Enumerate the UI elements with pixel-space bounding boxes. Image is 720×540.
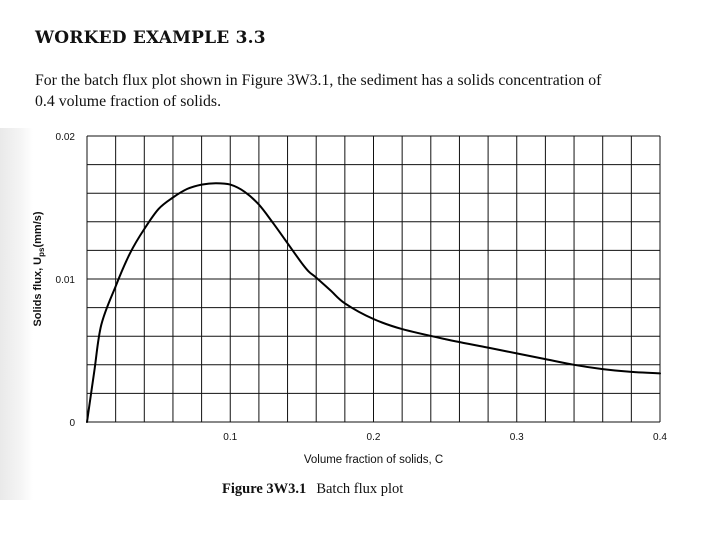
batch-flux-chart: 0.1 0.2 0.3 0.4 0 0.01 0.02 Volume fraction of… <box>33 128 698 466</box>
x-tick-label: 0.2 <box>367 432 381 443</box>
x-tick-label: 0.3 <box>510 432 524 443</box>
problem-statement: For the batch flux plot shown in Figure … <box>35 70 695 112</box>
y-axis-title-subscript: ps <box>37 247 46 257</box>
x-tick-label: 0.4 <box>653 432 667 443</box>
worked-example-heading: WORKED EXAMPLE 3.3 <box>35 28 266 48</box>
y-tick-label: 0.02 <box>56 132 76 143</box>
problem-statement-line-2: 0.4 volume fraction of solids. <box>35 93 222 110</box>
x-tick-label: 0.1 <box>223 432 237 443</box>
y-tick-label: 0 <box>69 418 75 429</box>
y-axis-title: Solids flux, Ups(mm/s) <box>33 211 46 326</box>
problem-statement-line-1: For the batch flux plot shown in Figure … <box>35 72 602 89</box>
scan-edge-shadow <box>0 128 33 500</box>
batch-flux-curve <box>86 182 661 423</box>
y-axis-title-main: Solids flux, U <box>33 257 44 327</box>
figure-caption: Figure 3W3.1 Batch flux plot <box>222 481 403 498</box>
figure-caption-label: Figure 3W3.1 <box>222 481 307 497</box>
figure-caption-text: Batch flux plot <box>316 481 404 497</box>
y-axis-title-units: (mm/s) <box>33 211 44 247</box>
tick-labels: 0.1 0.2 0.3 0.4 0 0.01 0.02 <box>56 132 668 443</box>
x-axis-title: Volume fraction of solids, C <box>304 454 443 466</box>
y-tick-label: 0.01 <box>56 275 76 286</box>
chart-grid <box>86 135 661 423</box>
